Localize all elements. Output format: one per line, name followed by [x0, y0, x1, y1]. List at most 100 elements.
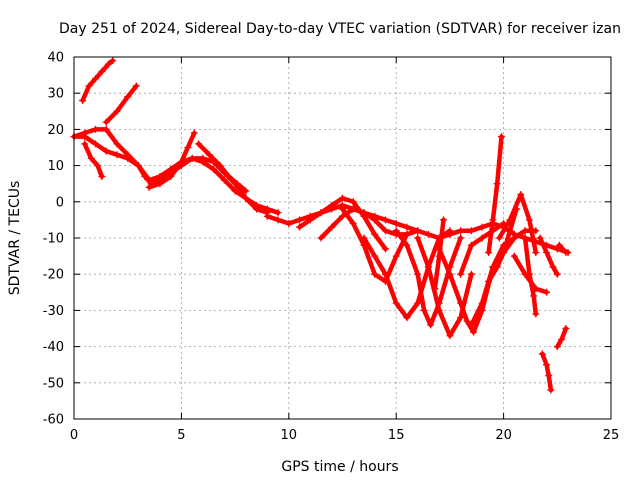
- data-point-marker: [205, 151, 213, 159]
- data-series: [70, 57, 572, 394]
- y-tick-label: -40: [43, 340, 64, 355]
- data-point-marker: [446, 227, 454, 235]
- data-point-marker: [124, 151, 132, 159]
- series-line: [522, 235, 539, 317]
- data-point-marker: [381, 270, 389, 278]
- data-point-marker: [562, 248, 570, 256]
- x-tick-label: 10: [281, 428, 298, 443]
- data-point-marker: [102, 125, 110, 133]
- series-line: [340, 206, 420, 284]
- data-point-marker: [392, 220, 400, 228]
- series-track-11: [296, 194, 389, 253]
- data-point-marker: [317, 209, 325, 217]
- data-point-marker: [91, 125, 99, 133]
- data-point-marker: [500, 248, 508, 256]
- y-tick-label: -50: [43, 376, 64, 391]
- data-point-marker: [536, 234, 544, 242]
- data-point-marker: [457, 234, 465, 242]
- data-point-marker: [199, 154, 207, 162]
- x-tick-labels: 0 5 10 15 20 25: [70, 428, 619, 443]
- series-line: [486, 134, 504, 255]
- data-point-marker: [485, 248, 493, 256]
- data-point-marker: [210, 165, 218, 173]
- data-point-marker: [414, 299, 422, 307]
- data-point-marker: [242, 194, 250, 202]
- data-point-marker: [274, 209, 282, 217]
- data-point-marker: [94, 162, 102, 170]
- data-point-marker: [371, 270, 379, 278]
- data-point-marker: [195, 140, 203, 148]
- data-point-marker: [517, 191, 525, 199]
- data-point-marker: [242, 187, 250, 195]
- data-point-marker: [360, 212, 368, 220]
- chart-title: Day 251 of 2024, Sidereal Day-to-day VTE…: [59, 21, 621, 37]
- data-point-marker: [538, 350, 546, 358]
- data-point-marker: [414, 270, 422, 278]
- data-point-marker: [188, 154, 196, 162]
- data-point-marker: [145, 183, 153, 191]
- data-point-marker: [98, 172, 106, 180]
- data-point-marker: [495, 234, 503, 242]
- data-point-marker: [104, 60, 112, 68]
- data-point-marker: [98, 67, 106, 75]
- series-line: [196, 141, 249, 194]
- series-line: [537, 235, 560, 277]
- data-point-marker: [545, 372, 553, 380]
- x-axis-label: GPS time / hours: [281, 459, 398, 475]
- x-tick-label: 5: [177, 428, 185, 443]
- data-point-marker: [403, 241, 411, 249]
- data-point-marker: [493, 180, 501, 188]
- data-point-marker: [414, 234, 422, 242]
- data-point-marker: [360, 234, 368, 242]
- data-point-marker: [532, 310, 540, 318]
- data-point-marker: [167, 169, 175, 177]
- data-point-marker: [558, 335, 566, 343]
- data-point-marker: [91, 140, 99, 148]
- y-tick-labels: 40 30 20 10 0 -10 -20 -30 -40 -50 -60: [43, 51, 64, 428]
- data-point-marker: [339, 212, 346, 220]
- series-track-8: [195, 140, 250, 195]
- data-point-marker: [113, 151, 121, 159]
- data-point-marker: [225, 172, 233, 180]
- data-point-marker: [392, 252, 400, 260]
- data-point-marker: [525, 216, 533, 224]
- data-point-marker: [349, 198, 357, 206]
- data-point-marker: [132, 82, 140, 90]
- data-point-marker: [549, 263, 557, 271]
- series-line: [103, 83, 139, 125]
- data-point-marker: [317, 234, 325, 242]
- series-track-5: [81, 140, 106, 180]
- data-point-marker: [381, 216, 389, 224]
- data-point-marker: [190, 129, 198, 137]
- data-point-marker: [220, 176, 228, 184]
- data-point-marker: [109, 57, 117, 65]
- data-point-marker: [467, 241, 475, 249]
- data-point-marker: [392, 227, 400, 235]
- data-point-marker: [530, 292, 538, 300]
- series-track-2: [79, 57, 117, 104]
- data-point-marker: [231, 187, 239, 195]
- data-point-marker: [463, 317, 471, 325]
- series-track-27: [538, 350, 555, 394]
- data-point-marker: [306, 216, 314, 224]
- data-point-marker: [349, 205, 357, 213]
- data-point-marker: [296, 223, 304, 231]
- series-track-4: [70, 125, 155, 188]
- data-point-marker: [543, 361, 551, 369]
- data-point-marker: [431, 285, 439, 293]
- data-point-marker: [553, 343, 561, 351]
- series-track-29: [555, 241, 570, 256]
- data-point-marker: [156, 176, 164, 184]
- data-point-marker: [339, 205, 346, 213]
- data-point-marker: [371, 252, 379, 260]
- data-point-marker: [81, 129, 89, 137]
- y-tick-label: -60: [43, 413, 64, 428]
- series-track-17: [431, 216, 447, 293]
- data-point-marker: [371, 216, 379, 224]
- data-point-marker: [489, 216, 497, 224]
- data-point-marker: [147, 180, 155, 188]
- series-track-28: [553, 325, 570, 351]
- data-point-marker: [392, 299, 400, 307]
- data-point-marker: [102, 147, 110, 155]
- series-track-25: [521, 234, 540, 318]
